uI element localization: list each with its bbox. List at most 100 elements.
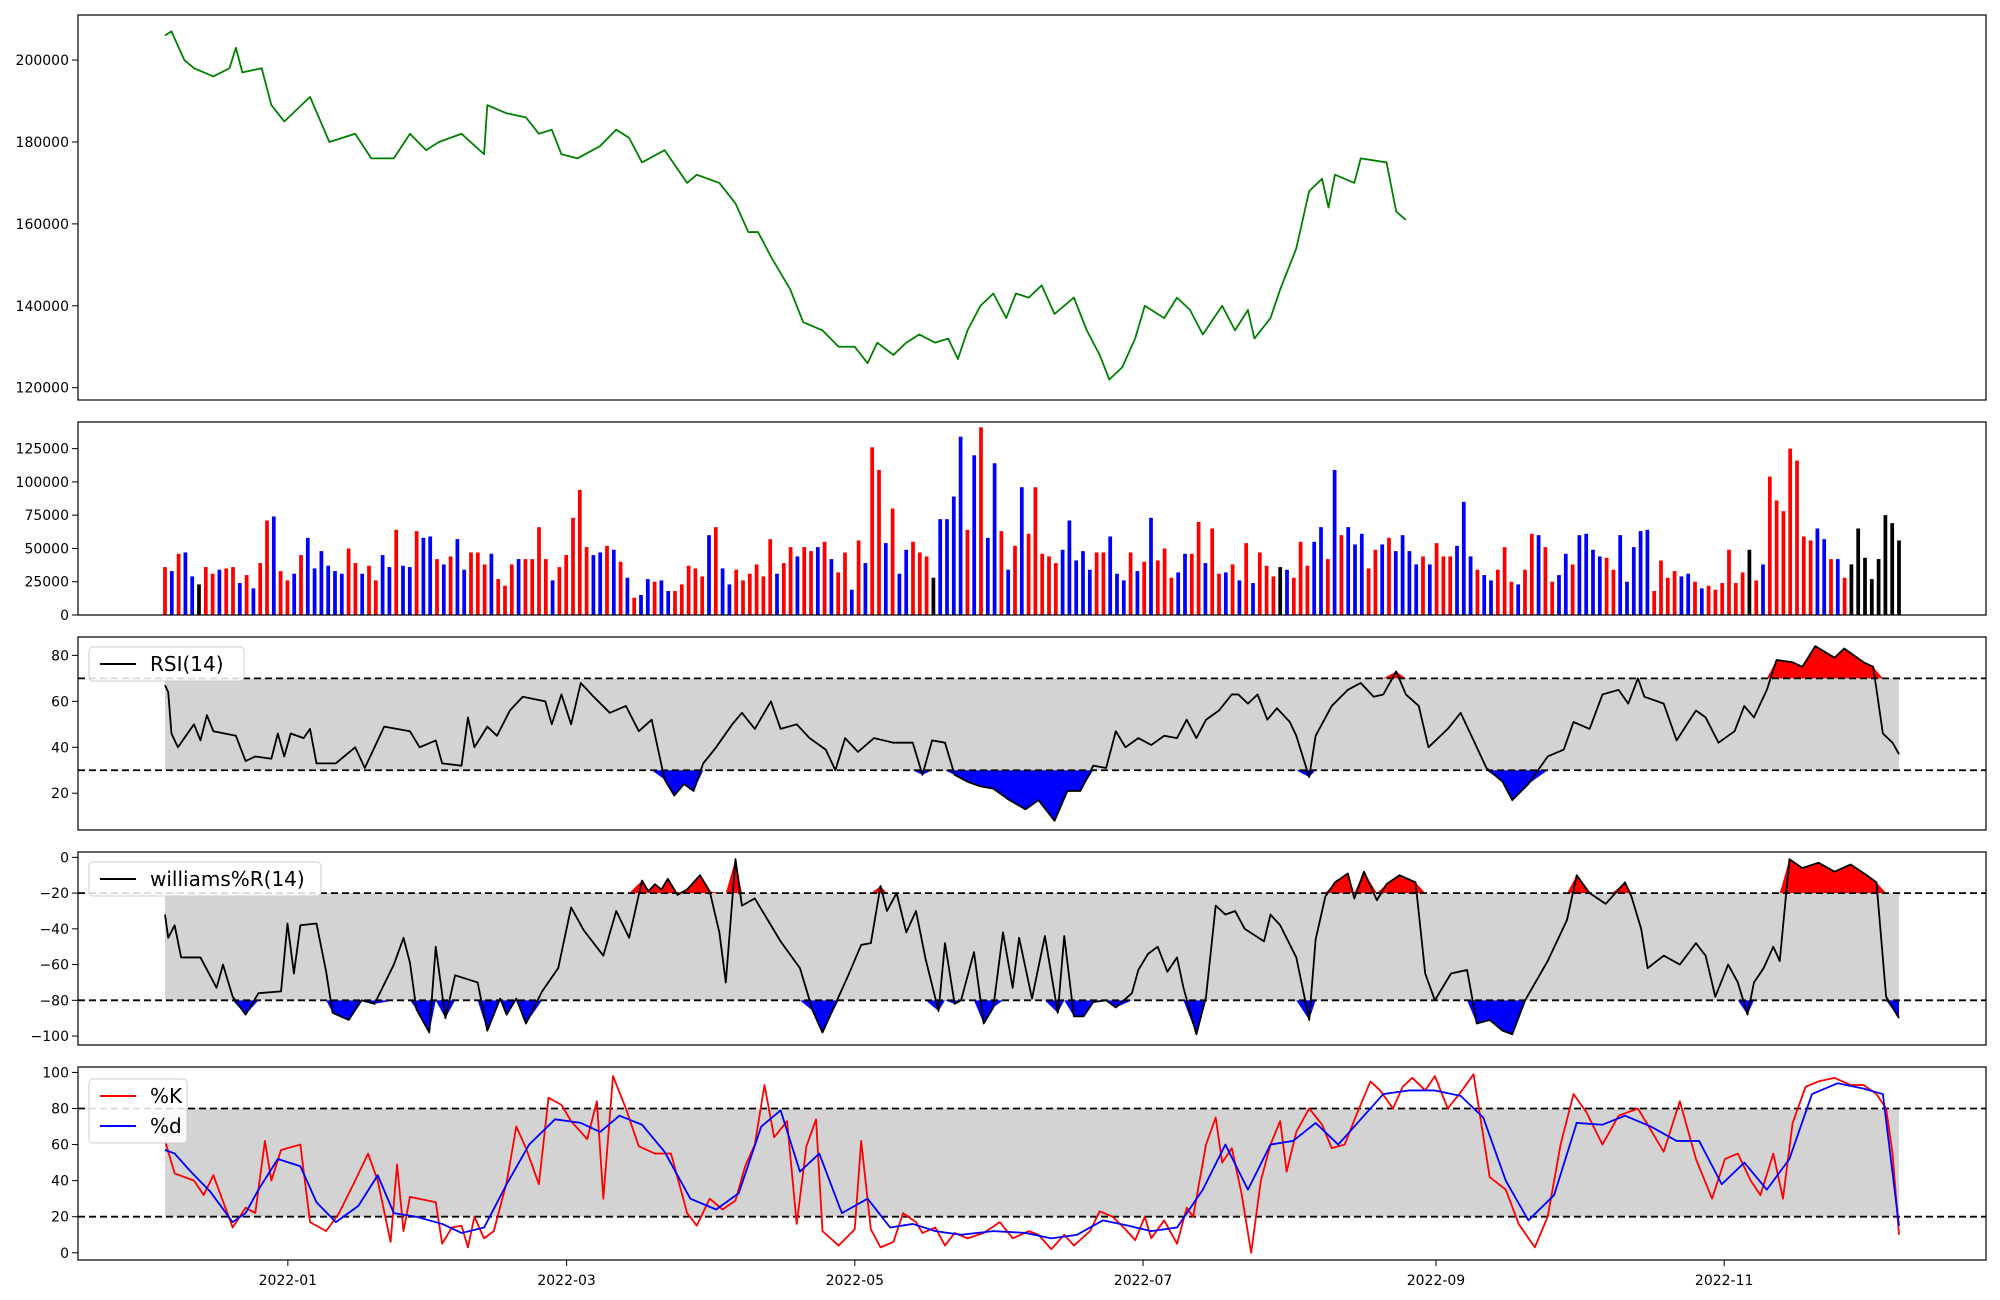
volume-bar: [482, 564, 487, 615]
volume-bar: [877, 469, 881, 615]
volume-bar: [1774, 500, 1779, 615]
volume-bar: [1856, 528, 1861, 615]
volume-bar: [285, 580, 290, 615]
volume-bar: [1706, 585, 1711, 615]
volume-bar: [1217, 573, 1221, 615]
volume-bar: [1468, 556, 1473, 615]
rsi-neutral-band: [165, 678, 1899, 771]
williams-r-overbought-fill: [165, 859, 1899, 894]
volume-bar: [469, 552, 473, 615]
volume-bar: [333, 571, 337, 615]
volume-bar: [1795, 460, 1799, 615]
volume-bar: [1747, 549, 1752, 615]
volume-bar: [1448, 556, 1453, 615]
volume-bar: [577, 489, 582, 615]
volume-bar: [856, 540, 861, 615]
volume-bar: [557, 567, 562, 615]
volume-bar: [1169, 577, 1174, 615]
volume-bar: [1257, 552, 1262, 615]
volume-bar: [1319, 527, 1323, 615]
rsi-legend-box: [88, 646, 245, 682]
x-tick-label: 2022-09: [1407, 1273, 1466, 1289]
volume-bar: [632, 597, 637, 615]
volume-bar: [802, 547, 807, 615]
volume-y-tick-label: 50000: [24, 541, 69, 557]
volume-bar: [1516, 584, 1521, 615]
volume-bar: [373, 580, 378, 615]
volume-bar: [822, 541, 827, 615]
price-y-tick-label: 120000: [16, 381, 69, 397]
williams-r-legend-label: williams%R(14): [150, 867, 305, 891]
rsi-plot-frame: [77, 636, 1987, 831]
volume-bar: [326, 565, 331, 615]
volume-bar: [1618, 535, 1623, 615]
volume-bar: [231, 567, 235, 615]
williams-r-legend-box: [88, 861, 322, 897]
volume-bar: [394, 529, 399, 615]
volume-bar: [1604, 557, 1609, 615]
volume-bar: [1108, 536, 1113, 615]
volume-y-tick-label: 75000: [24, 508, 69, 524]
volume-bar: [1115, 573, 1119, 615]
volume-bar: [673, 591, 677, 615]
williams-r-y-tick-label: −40: [39, 922, 69, 938]
volume-bar: [985, 537, 990, 615]
volume-y-tick-label: 0: [60, 608, 69, 624]
volume-bar: [1427, 564, 1432, 615]
volume-y-axis: 0 25000 50000 75000 100000 125000: [16, 442, 78, 624]
volume-bar: [972, 455, 977, 615]
volume-bar: [1183, 553, 1187, 615]
stochastic-d-line: [164, 1082, 1900, 1240]
volume-bar: [584, 547, 589, 615]
volume-y-tick-label: 125000: [16, 442, 69, 458]
volume-bar: [1883, 515, 1888, 615]
volume-bar: [863, 563, 868, 615]
stochastic-legend-label: %d: [150, 1114, 182, 1138]
volume-bar: [1808, 540, 1813, 615]
volume-bar: [1455, 545, 1459, 615]
volume-bar: [1400, 535, 1405, 615]
volume-bar: [1577, 535, 1582, 615]
volume-bar: [1733, 583, 1738, 615]
volume-bar: [904, 549, 909, 615]
volume-bar: [176, 553, 181, 615]
volume-bar: [1829, 559, 1833, 615]
volume-bar: [1291, 577, 1296, 615]
rsi-y-tick-label: 80: [51, 648, 69, 664]
volume-bar: [1652, 591, 1657, 615]
volume-bar: [1271, 576, 1276, 615]
volume-bar: [217, 569, 222, 615]
williams-r-line: [164, 858, 1900, 1036]
volume-bar: [686, 565, 691, 615]
volume-bar: [870, 447, 875, 615]
volume-bar: [883, 543, 888, 615]
volume-bar: [1033, 487, 1038, 615]
volume-bar: [1659, 560, 1663, 615]
price-y-tick-label: 140000: [16, 299, 69, 315]
volume-bar: [1006, 569, 1011, 615]
volume-bar: [1699, 588, 1704, 615]
volume-bar: [1196, 521, 1201, 615]
volume-bar: [1631, 547, 1636, 615]
volume-bar: [897, 573, 902, 615]
volume-bar: [659, 580, 664, 615]
volume-bar: [1482, 575, 1487, 615]
volume-bar: [251, 588, 256, 615]
volume-bar: [455, 539, 460, 615]
volume-bar: [1244, 543, 1249, 615]
volume-bar: [992, 463, 997, 615]
volume-bar: [1353, 544, 1357, 615]
volume-bar: [1142, 561, 1147, 615]
volume-bar: [305, 537, 310, 615]
price-y-tick-label: 200000: [16, 53, 69, 69]
stochastic-y-tick-label: 40: [51, 1174, 69, 1190]
williams-r-y-axis: −100 −80 −60 −40 −20 0: [31, 850, 78, 1045]
volume-bar: [768, 539, 773, 615]
price-line: [164, 30, 1407, 381]
volume-bar: [700, 576, 705, 615]
volume-bar: [1251, 583, 1255, 615]
volume-bar: [183, 552, 188, 615]
volume-bar: [795, 556, 800, 615]
volume-bar: [1897, 540, 1901, 615]
